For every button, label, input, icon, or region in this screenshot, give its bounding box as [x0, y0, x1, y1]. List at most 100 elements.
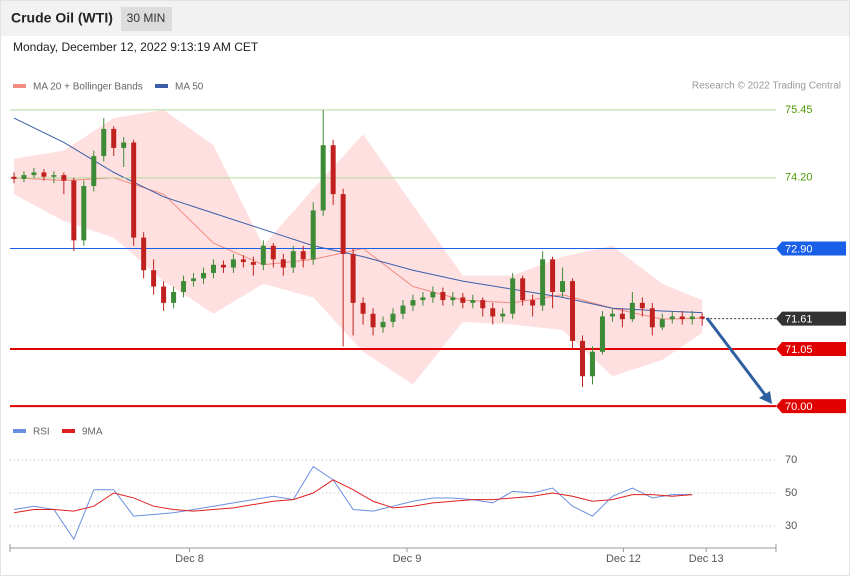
- level-label: 72.90: [785, 243, 813, 255]
- candle-body: [649, 308, 655, 328]
- moving-average: [13, 117, 703, 314]
- candle-body: [111, 128, 117, 148]
- candle-body: [490, 308, 496, 317]
- candle-body: [500, 313, 506, 317]
- candle-body: [230, 259, 236, 268]
- candle-body: [250, 262, 256, 265]
- level-label: 70.00: [785, 401, 813, 413]
- level-label-box: [776, 342, 846, 357]
- candle-body: [460, 297, 466, 303]
- candle-body: [360, 302, 366, 314]
- candle-body: [510, 278, 516, 314]
- candle-body: [310, 210, 316, 260]
- level-label-box: [776, 311, 846, 326]
- level-label-box: [776, 399, 846, 414]
- candle-body: [530, 300, 536, 306]
- candle-body: [390, 313, 396, 322]
- legend-label: RSI: [33, 427, 50, 438]
- candle-body: [370, 313, 376, 328]
- subtitle: Monday, December 12, 2022 9:13:19 AM CET: [13, 40, 259, 54]
- x-tick-label: Dec 8: [175, 553, 204, 565]
- candle-body: [380, 321, 386, 328]
- candle-body: [540, 259, 546, 306]
- candle-body: [51, 175, 57, 177]
- candle-body: [210, 264, 216, 273]
- candle-body: [101, 128, 107, 157]
- timeframe-box: [121, 7, 172, 31]
- candle-body: [619, 313, 625, 320]
- chart-title: Crude Oil (WTI): [11, 10, 113, 26]
- candle-body: [350, 253, 356, 303]
- candle-body: [300, 251, 306, 260]
- legend-label: MA 50: [175, 82, 204, 93]
- candle-body: [659, 319, 665, 328]
- legend-label: 9MA: [82, 427, 103, 438]
- candle-body: [270, 245, 276, 260]
- candle-body: [220, 264, 226, 268]
- candle-body: [71, 180, 77, 241]
- candle-body: [141, 237, 147, 271]
- legend-swatch: [13, 429, 26, 433]
- candle-body: [290, 251, 296, 268]
- candle-body: [171, 291, 177, 303]
- candle-body: [181, 281, 187, 292]
- plot: MA 20 + Bollinger Bands MA 50 75.45 74.20 72…: [9, 82, 846, 565]
- x-tick-label: Dec 12: [606, 553, 641, 565]
- candle-body: [580, 340, 586, 377]
- candle-body: [200, 272, 206, 279]
- candle-body: [400, 305, 406, 314]
- candle-body: [450, 297, 456, 301]
- candle-body: [669, 316, 675, 320]
- candle-body: [330, 145, 336, 195]
- legend-swatch: [62, 429, 75, 433]
- bollinger-band: [13, 109, 703, 385]
- candle-body: [639, 302, 645, 309]
- candle-body: [410, 300, 416, 306]
- candle-body: [470, 300, 476, 303]
- candle-body: [320, 145, 326, 211]
- y-tick-label: 70: [785, 454, 797, 466]
- candle-body: [609, 313, 615, 317]
- candle-body: [550, 259, 556, 292]
- candle-body: [41, 172, 47, 177]
- candle-body: [689, 316, 695, 320]
- legend-label: MA 20 + Bollinger Bands: [33, 82, 143, 93]
- candle-body: [131, 142, 137, 238]
- candle-body: [260, 245, 266, 265]
- candle-body: [629, 302, 635, 320]
- level-label: 75.45: [785, 104, 813, 116]
- legend-swatch: [13, 84, 26, 88]
- candle-body: [560, 281, 566, 292]
- source: Research © 2022 Trading Central: [692, 81, 841, 92]
- candle-body: [280, 259, 286, 268]
- candle-body: [31, 172, 37, 176]
- candle-body: [570, 281, 576, 341]
- level-label: 71.61: [785, 314, 813, 326]
- rsi-line: [13, 465, 693, 541]
- candle-body: [11, 176, 17, 179]
- x-tick-label: Dec 13: [689, 553, 724, 565]
- candle-body: [430, 291, 436, 298]
- candle-body: [520, 278, 526, 301]
- candle-body: [699, 316, 705, 319]
- projection-arrow: [705, 317, 768, 397]
- candle-body: [91, 156, 97, 186]
- level-label-box: [776, 241, 846, 256]
- arrow-head: [759, 391, 772, 404]
- candle-body: [589, 351, 595, 377]
- timeframe: 30 MIN: [127, 11, 166, 25]
- candle-body: [340, 194, 346, 254]
- candle-body: [151, 270, 157, 287]
- candle-body: [21, 175, 27, 179]
- y-tick-label: 30: [785, 520, 797, 532]
- candle-body: [480, 300, 486, 309]
- candle-body: [420, 297, 426, 301]
- candle-body: [191, 278, 197, 282]
- rsi-line: [13, 479, 693, 514]
- level-label: 74.20: [785, 172, 813, 184]
- candle-body: [81, 185, 87, 241]
- legend-swatch: [155, 84, 168, 88]
- candle-body: [679, 316, 685, 320]
- y-tick-label: 50: [785, 487, 797, 499]
